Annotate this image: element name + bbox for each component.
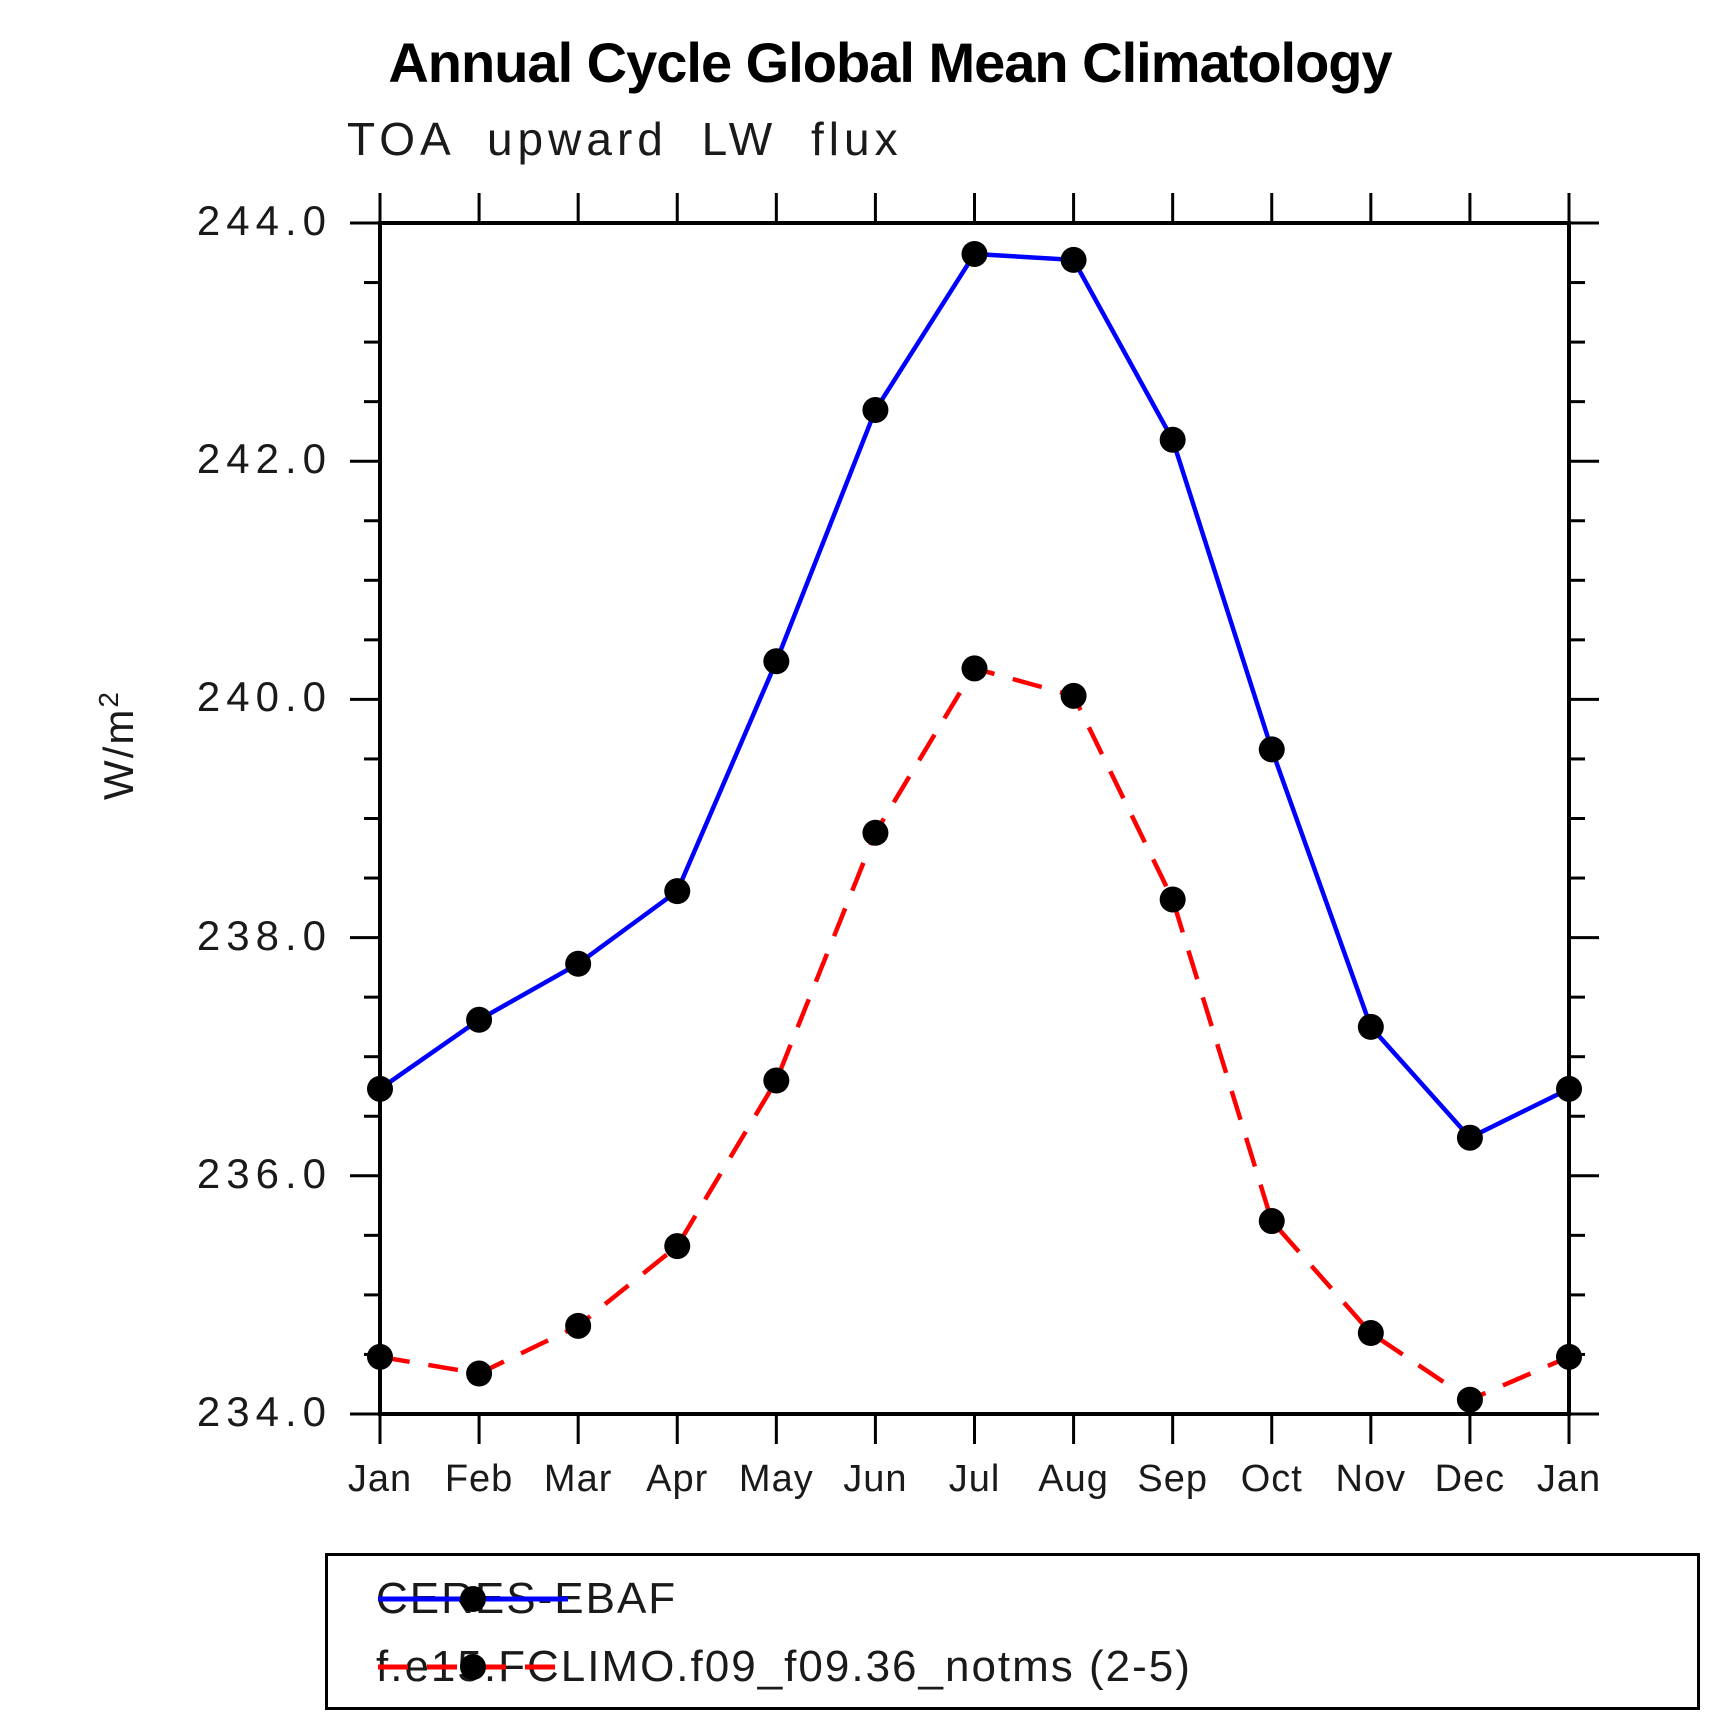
y-tick-label: 238.0: [196, 911, 332, 959]
data-point-marker-0-Jun: [862, 396, 889, 423]
y-tick-label: 236.0: [196, 1149, 332, 1197]
y-tick-label: 244.0: [196, 197, 332, 244]
x-tick-label: Jul: [948, 1458, 1001, 1500]
data-point-marker-0-May: [763, 648, 790, 675]
data-point-marker-0-Dec: [1456, 1124, 1483, 1151]
x-tick-label: Nov: [1335, 1458, 1407, 1500]
data-point-marker-0-Nov: [1357, 1013, 1384, 1040]
data-point-marker-0-Feb: [466, 1006, 493, 1033]
data-point-marker-1-Apr: [664, 1233, 691, 1260]
x-tick-label: Jan: [1536, 1458, 1602, 1500]
legend-sample-dashed-line: [378, 1654, 568, 1680]
data-point-marker-1-Oct: [1258, 1208, 1285, 1235]
data-point-marker-1-Nov: [1357, 1320, 1384, 1347]
legend-item-model: f.e15.FCLIMO.f09_f09.36_notms (2-5): [376, 1642, 1192, 1691]
x-tick-label: Jan: [347, 1458, 413, 1500]
x-tick-label: Feb: [444, 1458, 514, 1500]
x-tick-label: Sep: [1137, 1458, 1208, 1500]
series-line-1: [379, 665, 1570, 1403]
data-point-marker-0-Jul: [961, 240, 988, 267]
x-tick-label: Apr: [646, 1458, 709, 1500]
data-point-marker-0-Aug: [1060, 246, 1087, 273]
data-point-marker-0-Apr: [664, 878, 691, 905]
data-point-marker-1-Dec: [1456, 1386, 1483, 1413]
data-point-marker-0-Sep: [1159, 426, 1186, 453]
x-tick-label: Jun: [843, 1458, 908, 1500]
chart-subtitle: TOA upward LW flux: [347, 113, 903, 165]
legend-marker-dot: [460, 1586, 486, 1612]
data-point-marker-1-Jul: [961, 655, 988, 682]
data-point-marker-1-Jan: [1556, 1343, 1582, 1370]
data-point-marker-1-Jan: [367, 1343, 393, 1370]
x-tick-label: Oct: [1240, 1458, 1303, 1500]
legend-label-model: f.e15.FCLIMO.f09_f09.36_notms (2-5): [376, 1642, 1192, 1691]
x-tick-label: May: [738, 1458, 814, 1500]
legend-box: CERES-EBAF f.e15.FCLIMO.f09_f09.36_notms…: [325, 1553, 1700, 1710]
plot-frame: [378, 221, 1571, 1416]
data-point-marker-0-Jan: [1556, 1075, 1582, 1102]
data-point-marker-0-Mar: [565, 950, 592, 977]
x-tick-label: Aug: [1038, 1458, 1109, 1500]
legend-marker-dot: [460, 1654, 486, 1680]
y-tick-label: 242.0: [196, 435, 332, 483]
data-point-marker-1-May: [763, 1067, 790, 1094]
data-point-marker-1-Jun: [862, 819, 889, 846]
data-point-marker-0-Oct: [1258, 736, 1285, 763]
x-tick-label: Mar: [543, 1458, 613, 1500]
chart-title: Annual Cycle Global Mean Climatology: [388, 31, 1392, 94]
y-tick-label: 234.0: [196, 1388, 332, 1435]
y-tick-label: 240.0: [196, 673, 332, 721]
data-point-marker-1-Feb: [466, 1360, 493, 1387]
legend-sample-solid-line: [378, 1586, 568, 1612]
data-point-marker-1-Aug: [1060, 682, 1087, 709]
data-point-marker-1-Sep: [1159, 886, 1186, 913]
data-point-marker-0-Jan: [367, 1075, 393, 1102]
series-line-0: [378, 251, 1570, 1141]
x-tick-label: Dec: [1434, 1458, 1506, 1500]
legend-item-ceres-ebaf: CERES-EBAF: [376, 1574, 677, 1623]
data-point-marker-1-Mar: [565, 1312, 592, 1339]
